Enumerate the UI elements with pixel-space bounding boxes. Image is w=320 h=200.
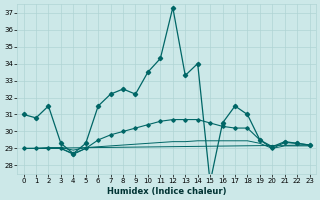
X-axis label: Humidex (Indice chaleur): Humidex (Indice chaleur): [107, 187, 226, 196]
